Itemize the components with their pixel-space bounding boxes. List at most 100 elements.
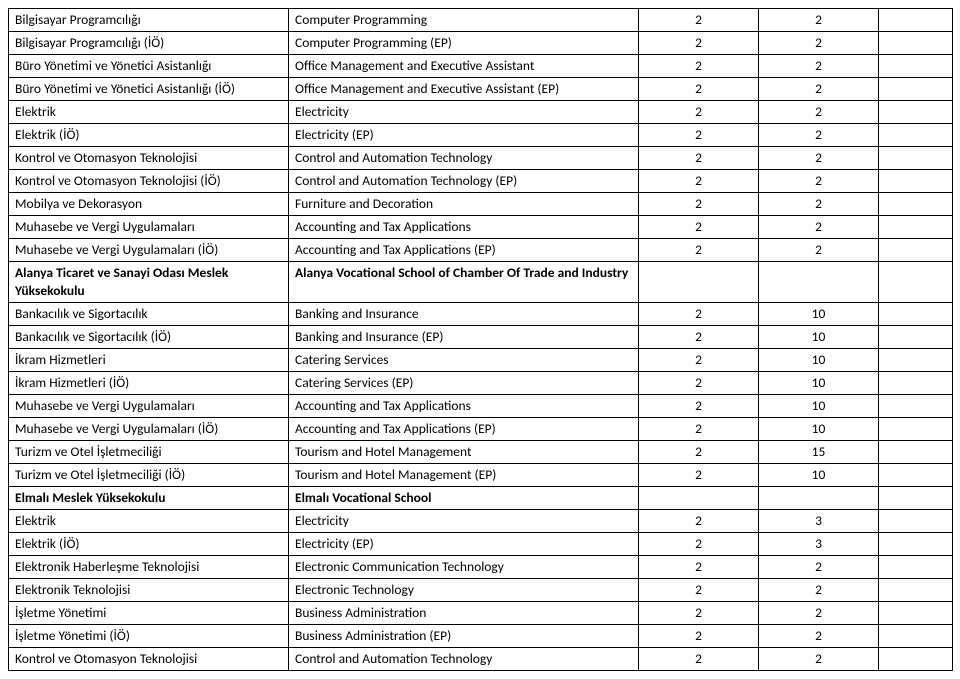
cell-c1: Kontrol ve Otomasyon Teknolojisi (9, 648, 289, 671)
cell-c2: Accounting and Tax Applications (289, 216, 639, 239)
cell-c5 (879, 625, 953, 648)
cell-c2: Control and Automation Technology (289, 648, 639, 671)
cell-c4: 2 (759, 101, 879, 124)
table-row: Elektrik (İÖ)Electricity (EP)22 (9, 124, 953, 147)
cell-c5 (879, 55, 953, 78)
cell-c4: 2 (759, 625, 879, 648)
cell-c1: İşletme Yönetimi (9, 602, 289, 625)
cell-c4: 2 (759, 147, 879, 170)
cell-c4: 10 (759, 303, 879, 326)
table-row: Muhasebe ve Vergi UygulamalarıAccounting… (9, 395, 953, 418)
cell-c2: Electricity (289, 510, 639, 533)
cell-c1: Muhasebe ve Vergi Uygulamaları (9, 216, 289, 239)
cell-c5 (879, 9, 953, 32)
cell-c4: 10 (759, 464, 879, 487)
cell-c2: Catering Services (EP) (289, 372, 639, 395)
cell-c3: 2 (639, 395, 759, 418)
cell-c2: Banking and Insurance (EP) (289, 326, 639, 349)
cell-c5 (879, 510, 953, 533)
table-row: İkram Hizmetleri (İÖ)Catering Services (… (9, 372, 953, 395)
cell-c2: Business Administration (289, 602, 639, 625)
cell-c2: Control and Automation Technology (289, 147, 639, 170)
cell-c5 (879, 147, 953, 170)
cell-c3: 2 (639, 418, 759, 441)
cell-c4: 15 (759, 441, 879, 464)
cell-c1: Büro Yönetimi ve Yönetici Asistanlığı (9, 55, 289, 78)
table-row: Turizm ve Otel İşletmeciliği (İÖ)Tourism… (9, 464, 953, 487)
cell-c2: Accounting and Tax Applications (EP) (289, 239, 639, 262)
cell-c1: Mobilya ve Dekorasyon (9, 193, 289, 216)
cell-c2: Accounting and Tax Applications (EP) (289, 418, 639, 441)
cell-c5 (879, 418, 953, 441)
cell-c4: 2 (759, 648, 879, 671)
cell-c3: 2 (639, 303, 759, 326)
cell-c2: Electricity (EP) (289, 124, 639, 147)
cell-c4: 10 (759, 349, 879, 372)
cell-c5 (879, 326, 953, 349)
cell-c4: 2 (759, 32, 879, 55)
cell-c5 (879, 193, 953, 216)
table-row: Kontrol ve Otomasyon TeknolojisiControl … (9, 648, 953, 671)
cell-c3: 2 (639, 170, 759, 193)
cell-c1: Elektrik (9, 510, 289, 533)
cell-c4: 2 (759, 556, 879, 579)
cell-c1: İşletme Yönetimi (İÖ) (9, 625, 289, 648)
table-row: İşletme Yönetimi (İÖ)Business Administra… (9, 625, 953, 648)
cell-c5 (879, 441, 953, 464)
cell-c5 (879, 556, 953, 579)
cell-c4: 10 (759, 372, 879, 395)
cell-c5 (879, 464, 953, 487)
cell-c4: 2 (759, 239, 879, 262)
cell-c3 (639, 262, 759, 303)
cell-c4: 2 (759, 602, 879, 625)
cell-c5 (879, 78, 953, 101)
cell-c5 (879, 124, 953, 147)
cell-c2: Electricity (289, 101, 639, 124)
table-row: Elektronik TeknolojisiElectronic Technol… (9, 579, 953, 602)
cell-c5 (879, 239, 953, 262)
cell-c4: 2 (759, 216, 879, 239)
cell-c4 (759, 262, 879, 303)
cell-c5 (879, 579, 953, 602)
cell-c2: Tourism and Hotel Management (289, 441, 639, 464)
cell-c4: 2 (759, 579, 879, 602)
cell-c5 (879, 262, 953, 303)
cell-c3: 2 (639, 147, 759, 170)
cell-c1: Elmalı Meslek Yüksekokulu (9, 487, 289, 510)
table-row: Bilgisayar Programcılığı (İÖ)Computer Pr… (9, 32, 953, 55)
cell-c5 (879, 170, 953, 193)
cell-c3: 2 (639, 602, 759, 625)
cell-c4: 10 (759, 326, 879, 349)
cell-c3: 2 (639, 579, 759, 602)
cell-c1: Kontrol ve Otomasyon Teknolojisi (9, 147, 289, 170)
cell-c2: Computer Programming (289, 9, 639, 32)
table-row: Bankacılık ve SigortacılıkBanking and In… (9, 303, 953, 326)
table-row: Muhasebe ve Vergi Uygulamaları (İÖ)Accou… (9, 418, 953, 441)
cell-c5 (879, 648, 953, 671)
cell-c1: Turizm ve Otel İşletmeciliği (9, 441, 289, 464)
table-row: Kontrol ve Otomasyon Teknolojisi (İÖ)Con… (9, 170, 953, 193)
cell-c1: Bilgisayar Programcılığı (İÖ) (9, 32, 289, 55)
cell-c3: 2 (639, 464, 759, 487)
cell-c1: Turizm ve Otel İşletmeciliği (İÖ) (9, 464, 289, 487)
cell-c4: 3 (759, 533, 879, 556)
cell-c2: Electronic Communication Technology (289, 556, 639, 579)
cell-c3: 2 (639, 441, 759, 464)
cell-c5 (879, 533, 953, 556)
table-row: Turizm ve Otel İşletmeciliğiTourism and … (9, 441, 953, 464)
table-row: Kontrol ve Otomasyon TeknolojisiControl … (9, 147, 953, 170)
cell-c2: Electricity (EP) (289, 533, 639, 556)
cell-c1: Elektrik (İÖ) (9, 124, 289, 147)
cell-c4: 2 (759, 124, 879, 147)
cell-c1: Kontrol ve Otomasyon Teknolojisi (İÖ) (9, 170, 289, 193)
table-row: Elmalı Meslek YüksekokuluElmalı Vocation… (9, 487, 953, 510)
cell-c4: 10 (759, 395, 879, 418)
table-row: ElektrikElectricity23 (9, 510, 953, 533)
cell-c1: İkram Hizmetleri (İÖ) (9, 372, 289, 395)
cell-c5 (879, 602, 953, 625)
cell-c1: İkram Hizmetleri (9, 349, 289, 372)
cell-c3: 2 (639, 32, 759, 55)
cell-c1: Elektrik (9, 101, 289, 124)
cell-c5 (879, 216, 953, 239)
cell-c2: Business Administration (EP) (289, 625, 639, 648)
